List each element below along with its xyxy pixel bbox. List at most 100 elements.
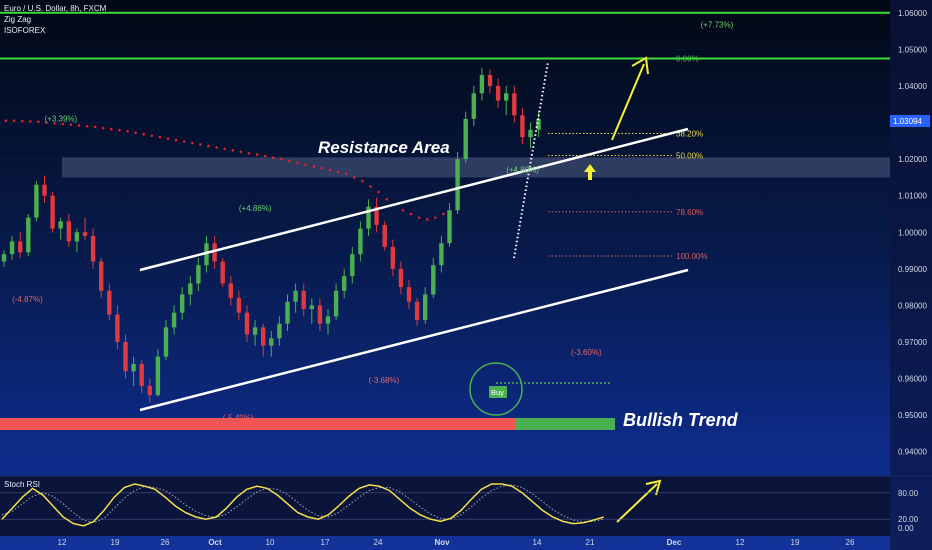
candle-body-25 bbox=[204, 243, 209, 266]
candle-body-32 bbox=[261, 327, 266, 346]
ma-point-32 bbox=[263, 154, 267, 158]
candle-body-5 bbox=[42, 184, 47, 196]
candle-body-46 bbox=[374, 206, 379, 225]
candle-body-44 bbox=[358, 228, 363, 255]
ma-point-39 bbox=[320, 166, 324, 170]
current-price-badge bbox=[890, 115, 930, 127]
horizontal-green-lines bbox=[0, 11, 890, 384]
candle-body-16 bbox=[131, 363, 136, 372]
ma-point-50 bbox=[409, 212, 413, 216]
channel-lower-line bbox=[139, 268, 689, 412]
ma-point-43 bbox=[353, 176, 356, 179]
stoch-tick-1: 20.00 bbox=[898, 515, 919, 524]
indicator-zigzag: Zig Zag bbox=[4, 15, 32, 24]
candle-body-15 bbox=[123, 341, 128, 372]
fib-label-4: 100.00% bbox=[676, 252, 708, 261]
ma-point-54 bbox=[442, 212, 445, 216]
candle-body-56 bbox=[455, 159, 460, 211]
candle-body-31 bbox=[252, 327, 258, 335]
time-tick-6: 24 bbox=[374, 538, 383, 547]
candle-body-9 bbox=[74, 232, 80, 242]
resistance-area bbox=[62, 157, 890, 178]
ma-point-26 bbox=[215, 146, 218, 149]
price-tick-6: 1.00000 bbox=[898, 228, 927, 237]
candle-body-54 bbox=[439, 243, 444, 266]
candle-body-59 bbox=[479, 74, 485, 94]
candle-body-0 bbox=[1, 254, 7, 262]
ma-point-19 bbox=[158, 135, 162, 139]
stoch-tick-2: 0.00 bbox=[898, 524, 914, 533]
trend-bar-bearish bbox=[0, 418, 515, 430]
ma-point-4 bbox=[37, 120, 40, 124]
candle-body-6 bbox=[50, 195, 55, 229]
ma-point-49 bbox=[401, 209, 405, 212]
candle-body-29 bbox=[236, 298, 242, 313]
candle-body-37 bbox=[301, 290, 306, 310]
time-tick-5: 17 bbox=[321, 538, 330, 547]
candle-body-24 bbox=[196, 265, 201, 284]
ma-point-38 bbox=[312, 165, 316, 168]
candle-body-3 bbox=[26, 217, 31, 253]
candle-body-28 bbox=[228, 283, 233, 299]
time-tick-10: Dec bbox=[667, 538, 682, 547]
resistance-band bbox=[62, 157, 890, 178]
ma-point-18 bbox=[150, 134, 154, 137]
ma-point-46 bbox=[377, 190, 380, 194]
price-tick-12: 0.94000 bbox=[898, 448, 927, 457]
ma-point-1 bbox=[12, 119, 16, 123]
candle-body-62 bbox=[504, 93, 509, 101]
zigzag-label-5: (+4.80%) bbox=[506, 166, 539, 175]
candle-body-14 bbox=[115, 314, 120, 342]
fib-label-1: 38.20% bbox=[676, 130, 703, 139]
candle-body-17 bbox=[139, 363, 144, 386]
ma-point-22 bbox=[182, 140, 186, 143]
buy-label: Buy bbox=[491, 388, 504, 397]
candle-body-63 bbox=[512, 93, 517, 116]
indicator-isoforex: ISOFOREX bbox=[4, 26, 46, 35]
stoch-tick-0: 80.00 bbox=[898, 489, 919, 498]
symbol-title: Euro / U.S. Dollar, 8h, FXCM bbox=[4, 4, 107, 13]
candle-body-38 bbox=[309, 305, 314, 310]
zigzag-label-1: (-4.87%) bbox=[12, 295, 43, 304]
trend-channel bbox=[139, 61, 689, 412]
ma-point-35 bbox=[288, 159, 291, 163]
zigzag-label-7: (+7.73%) bbox=[701, 20, 734, 29]
candle-body-33 bbox=[269, 338, 274, 346]
price-tick-8: 0.98000 bbox=[898, 301, 927, 310]
ma-point-30 bbox=[247, 151, 251, 155]
time-tick-0: 12 bbox=[58, 538, 67, 547]
candle-body-23 bbox=[188, 283, 193, 295]
ma-point-29 bbox=[239, 150, 243, 154]
gridlines bbox=[0, 12, 890, 452]
projection-arrow-shaft bbox=[611, 63, 645, 141]
fib-label-3: 78.60% bbox=[676, 208, 703, 217]
time-tick-12: 19 bbox=[791, 538, 800, 547]
ma-point-0 bbox=[4, 119, 8, 123]
zigzag-label-0: (+3.39%) bbox=[45, 114, 78, 123]
price-tick-0: 1.06000 bbox=[898, 9, 927, 18]
ma-point-23 bbox=[191, 141, 194, 145]
price-tick-11: 0.95000 bbox=[898, 411, 927, 420]
fib-label-2: 50.00% bbox=[676, 151, 703, 160]
price-tick-9: 0.97000 bbox=[898, 338, 927, 347]
time-tick-3: Oct bbox=[208, 538, 222, 547]
zigzag-label-3: (+4.86%) bbox=[239, 204, 272, 213]
candle-body-12 bbox=[99, 261, 104, 291]
candle-body-20 bbox=[163, 327, 169, 357]
candle-body-36 bbox=[293, 290, 298, 302]
time-tick-8: 14 bbox=[533, 538, 542, 547]
ma-point-37 bbox=[304, 163, 308, 166]
candle-body-53 bbox=[431, 265, 436, 295]
ma-point-3 bbox=[29, 120, 32, 123]
zigzag-label-2: (-5.49%) bbox=[223, 413, 254, 422]
zigzag-leg-line bbox=[513, 61, 549, 259]
price-tick-10: 0.96000 bbox=[898, 375, 927, 384]
ma-point-20 bbox=[166, 137, 170, 140]
candle-body-43 bbox=[350, 254, 355, 277]
candle-body-64 bbox=[520, 115, 525, 138]
price-tick-7: 0.99000 bbox=[898, 265, 927, 274]
candle-body-19 bbox=[155, 356, 161, 396]
zigzag-label-6: (-3.60%) bbox=[571, 348, 602, 357]
trend-bar-bullish bbox=[515, 418, 615, 430]
